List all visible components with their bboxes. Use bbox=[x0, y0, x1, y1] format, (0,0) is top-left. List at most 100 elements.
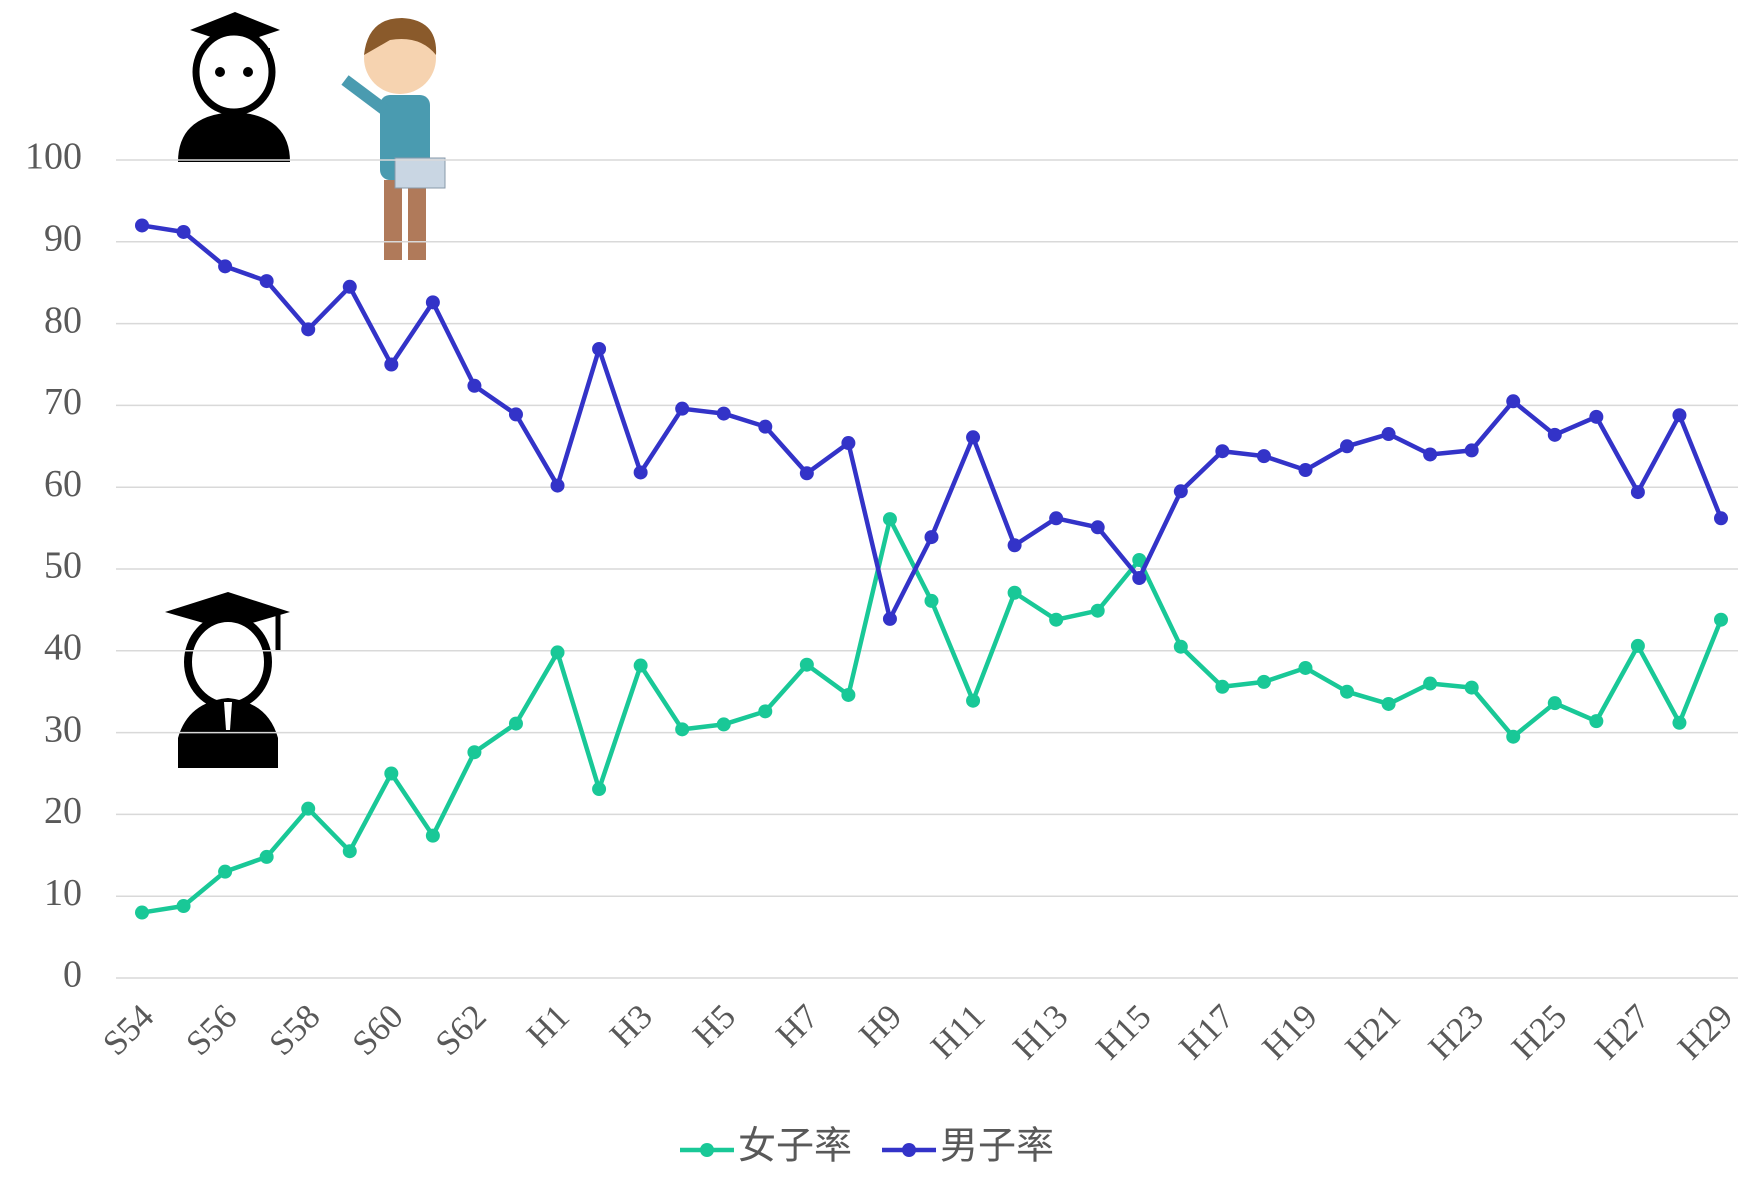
y-tick-label: 70 bbox=[44, 381, 82, 423]
data-point bbox=[925, 530, 939, 544]
data-point bbox=[800, 658, 814, 672]
data-point bbox=[1589, 714, 1603, 728]
data-point bbox=[135, 906, 149, 920]
x-tick-label: S58 bbox=[261, 997, 327, 1063]
data-point bbox=[1174, 640, 1188, 654]
data-point bbox=[343, 280, 357, 294]
data-point bbox=[1215, 444, 1229, 458]
legend: 女子率 男子率 bbox=[680, 1126, 1054, 1168]
x-tick-label: H15 bbox=[1088, 997, 1158, 1067]
data-point bbox=[177, 225, 191, 239]
y-tick-label: 100 bbox=[25, 136, 82, 178]
data-point bbox=[1548, 696, 1562, 710]
data-point bbox=[426, 295, 440, 309]
x-tick-label: H29 bbox=[1670, 997, 1738, 1067]
plot-area: 0 10 20 30 40 50 60 70 80 90 100 S54 S56 S58 S60 S62 H1 H… bbox=[25, 136, 1738, 1067]
data-point bbox=[1340, 439, 1354, 453]
legend-label: 男子率 bbox=[940, 1126, 1054, 1168]
legend-marker bbox=[902, 1143, 916, 1157]
data-point bbox=[1008, 586, 1022, 600]
data-point bbox=[717, 407, 731, 421]
data-point bbox=[1672, 716, 1686, 730]
x-tick-label: H5 bbox=[685, 997, 743, 1055]
y-tick-label: 30 bbox=[44, 708, 82, 750]
x-tick-label: S54 bbox=[95, 997, 161, 1063]
data-point bbox=[177, 899, 191, 913]
data-point bbox=[1423, 447, 1437, 461]
icon-student bbox=[345, 18, 445, 260]
x-tick-label: H19 bbox=[1255, 997, 1325, 1067]
y-tick-label: 20 bbox=[44, 790, 82, 832]
data-point bbox=[551, 645, 565, 659]
x-tick-label: S62 bbox=[428, 997, 494, 1063]
x-tick-label: H23 bbox=[1421, 997, 1491, 1067]
x-tick-label: H17 bbox=[1172, 997, 1242, 1067]
data-point bbox=[260, 850, 274, 864]
data-point bbox=[1174, 484, 1188, 498]
x-tick-label: H9 bbox=[851, 997, 909, 1055]
data-point bbox=[1257, 449, 1271, 463]
data-point bbox=[1132, 571, 1146, 585]
data-point bbox=[1714, 613, 1728, 627]
data-point bbox=[343, 844, 357, 858]
data-point bbox=[1215, 680, 1229, 694]
legend-label: 女子率 bbox=[738, 1126, 852, 1168]
data-point bbox=[260, 274, 274, 288]
x-tick-label: S60 bbox=[345, 997, 411, 1063]
data-point bbox=[925, 594, 939, 608]
data-point bbox=[218, 259, 232, 273]
data-point bbox=[1049, 511, 1063, 525]
data-point bbox=[509, 717, 523, 731]
series-line bbox=[142, 225, 1721, 618]
data-point bbox=[675, 402, 689, 416]
data-point bbox=[883, 612, 897, 626]
data-point bbox=[634, 659, 648, 673]
data-point bbox=[551, 479, 565, 493]
x-tick-label: S56 bbox=[178, 997, 244, 1063]
data-point bbox=[1382, 427, 1396, 441]
data-point bbox=[301, 322, 315, 336]
x-tick-label: H1 bbox=[519, 997, 577, 1055]
y-tick-label: 0 bbox=[63, 954, 82, 996]
x-tick-label: H7 bbox=[768, 997, 826, 1055]
data-point bbox=[1714, 511, 1728, 525]
y-tick-label: 60 bbox=[44, 463, 82, 505]
y-tick-label: 40 bbox=[44, 627, 82, 669]
x-tick-label: H13 bbox=[1005, 997, 1075, 1067]
x-tick-label: H25 bbox=[1504, 997, 1574, 1067]
y-tick-label: 50 bbox=[44, 545, 82, 587]
data-point bbox=[966, 430, 980, 444]
data-point bbox=[1298, 661, 1312, 675]
data-point bbox=[301, 802, 315, 816]
data-point bbox=[1049, 613, 1063, 627]
data-point bbox=[1465, 443, 1479, 457]
data-point bbox=[1340, 685, 1354, 699]
data-point bbox=[841, 688, 855, 702]
icon-graduate-male bbox=[178, 12, 290, 162]
data-point bbox=[1589, 410, 1603, 424]
y-tick-label: 10 bbox=[44, 872, 82, 914]
data-point bbox=[758, 704, 772, 718]
data-point bbox=[1631, 485, 1645, 499]
y-tick-label: 90 bbox=[44, 218, 82, 260]
data-point bbox=[1465, 681, 1479, 695]
data-point bbox=[1298, 463, 1312, 477]
data-point bbox=[509, 407, 523, 421]
data-point bbox=[675, 722, 689, 736]
data-point bbox=[1091, 520, 1105, 534]
x-tick-label: H27 bbox=[1587, 997, 1657, 1067]
data-point bbox=[592, 782, 606, 796]
data-point bbox=[467, 745, 481, 759]
data-point bbox=[467, 379, 481, 393]
data-point bbox=[800, 466, 814, 480]
x-tick-label: H11 bbox=[923, 997, 992, 1066]
data-point bbox=[1257, 675, 1271, 689]
data-point bbox=[592, 342, 606, 356]
data-point bbox=[135, 218, 149, 232]
data-point bbox=[1423, 677, 1437, 691]
data-point bbox=[1382, 697, 1396, 711]
data-point bbox=[758, 420, 772, 434]
y-tick-label: 80 bbox=[44, 299, 82, 341]
x-tick-label: H3 bbox=[602, 997, 660, 1055]
data-point bbox=[384, 767, 398, 781]
